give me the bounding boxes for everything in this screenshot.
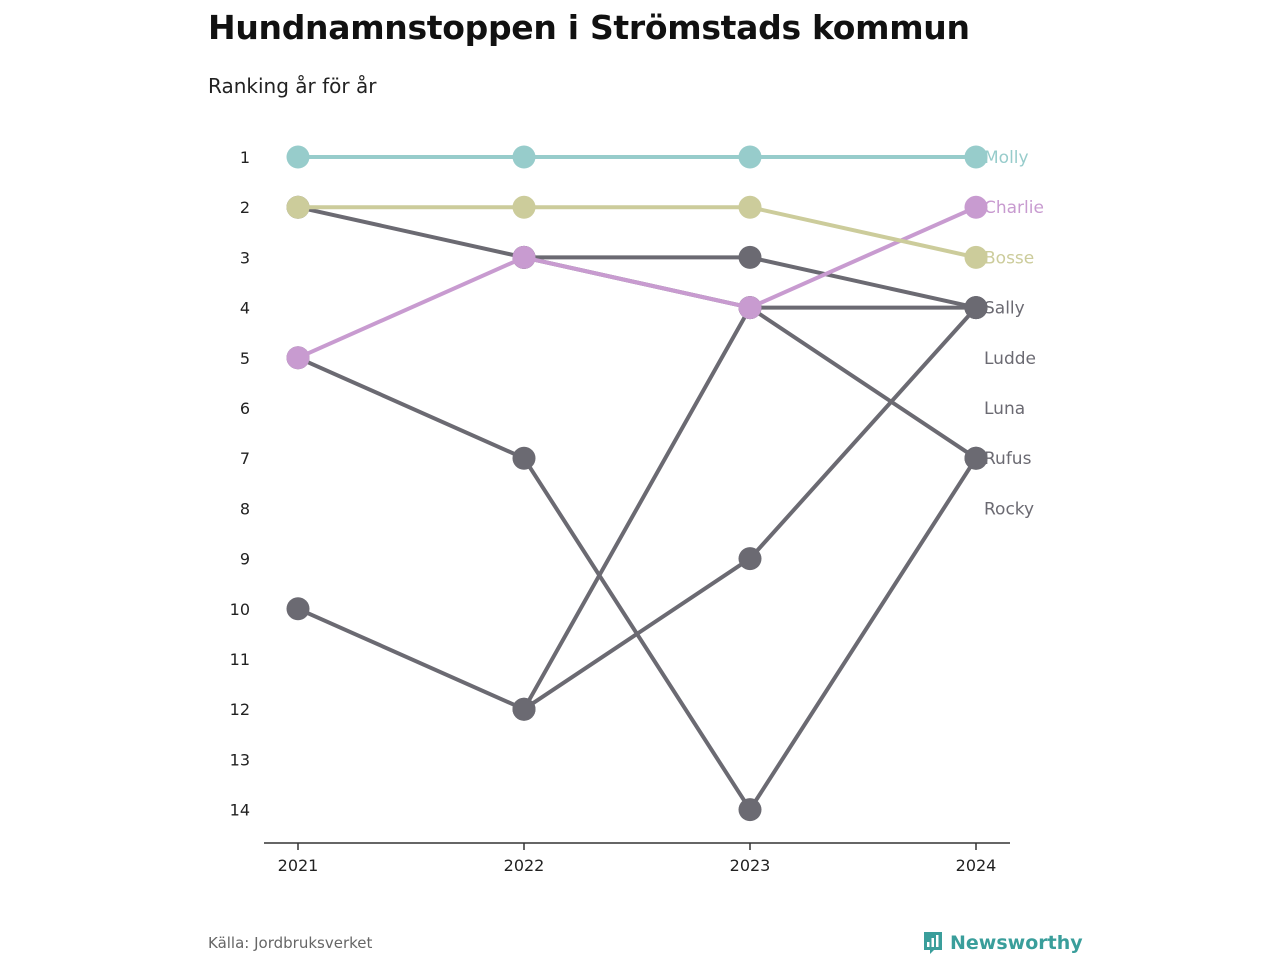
series-point-sally <box>738 245 762 269</box>
chart-title: Hundnamnstoppen i Strömstads kommun <box>208 8 970 47</box>
y-tick-label: 5 <box>240 349 250 368</box>
end-label-bosse: Bosse <box>984 248 1034 268</box>
end-label-luna: Luna <box>984 399 1025 419</box>
series-line-charlie <box>297 205 977 360</box>
y-tick-label: 10 <box>230 600 250 619</box>
x-tick-label: 2023 <box>730 856 771 875</box>
series-point-charlie <box>512 245 536 269</box>
y-tick-label: 6 <box>240 399 250 418</box>
end-label-rocky: Rocky <box>984 499 1034 519</box>
y-tick-label: 13 <box>230 750 250 769</box>
series-line-ludde <box>522 305 976 711</box>
end-labels: Molly Charlie Bosse Sally Ludde Luna Rufus Rock… <box>984 148 1044 519</box>
series-point-charlie <box>286 346 310 370</box>
series-point-bosse <box>964 245 988 269</box>
series-point-bosse <box>512 195 536 219</box>
end-label-rufus: Rufus <box>984 449 1032 469</box>
y-tick-label: 9 <box>240 550 250 569</box>
y-tick-label: 3 <box>240 248 250 267</box>
x-tick-label: 2024 <box>956 856 997 875</box>
series-point-molly <box>286 145 310 169</box>
series-point-charlie <box>964 195 988 219</box>
y-tick-label: 4 <box>240 299 250 318</box>
end-label-sally: Sally <box>984 299 1025 319</box>
newsworthy-logo-icon <box>924 932 942 954</box>
series-point-molly <box>738 145 762 169</box>
x-tick-label: 2022 <box>504 856 545 875</box>
series-point-luna <box>286 597 310 621</box>
series-point-luna <box>738 547 762 571</box>
brand-name: Newsworthy <box>950 932 1083 954</box>
series-point-bosse <box>738 195 762 219</box>
series-point-luna <box>512 697 536 721</box>
source-note: Källa: Jordbruksverket <box>208 934 373 952</box>
series-point-luna <box>964 296 988 320</box>
series-line-sally <box>297 205 977 310</box>
y-tick-label: 11 <box>230 650 250 669</box>
series-highlight-group <box>286 145 988 370</box>
series-point-molly <box>512 145 536 169</box>
series-point-bosse <box>286 195 310 219</box>
y-tick-label: 2 <box>240 198 250 217</box>
end-label-ludde: Ludde <box>984 349 1036 369</box>
x-tick-label: 2021 <box>278 856 319 875</box>
brand-logo[interactable]: Newsworthy <box>922 930 1083 956</box>
end-label-charlie: Charlie <box>984 198 1044 218</box>
y-tick-label: 14 <box>230 801 250 820</box>
y-tick-label: 12 <box>230 700 250 719</box>
y-tick-label: 8 <box>240 499 250 518</box>
y-tick-label: 1 <box>240 148 250 167</box>
series-point-rocky <box>512 446 536 470</box>
x-axis: 2021 2022 2023 2024 <box>278 843 997 875</box>
series-line-bosse <box>298 205 977 260</box>
end-label-molly: Molly <box>984 148 1029 168</box>
series-point-charlie <box>738 296 762 320</box>
series-grey-group <box>286 195 988 822</box>
series-line-rufus <box>523 255 978 460</box>
series-point-molly <box>964 145 988 169</box>
series-point-rocky <box>964 446 988 470</box>
y-tick-label: 7 <box>240 449 250 468</box>
chart-subtitle: Ranking år för år <box>208 74 377 98</box>
series-line-rocky <box>297 355 978 812</box>
series-point-rocky <box>738 798 762 822</box>
